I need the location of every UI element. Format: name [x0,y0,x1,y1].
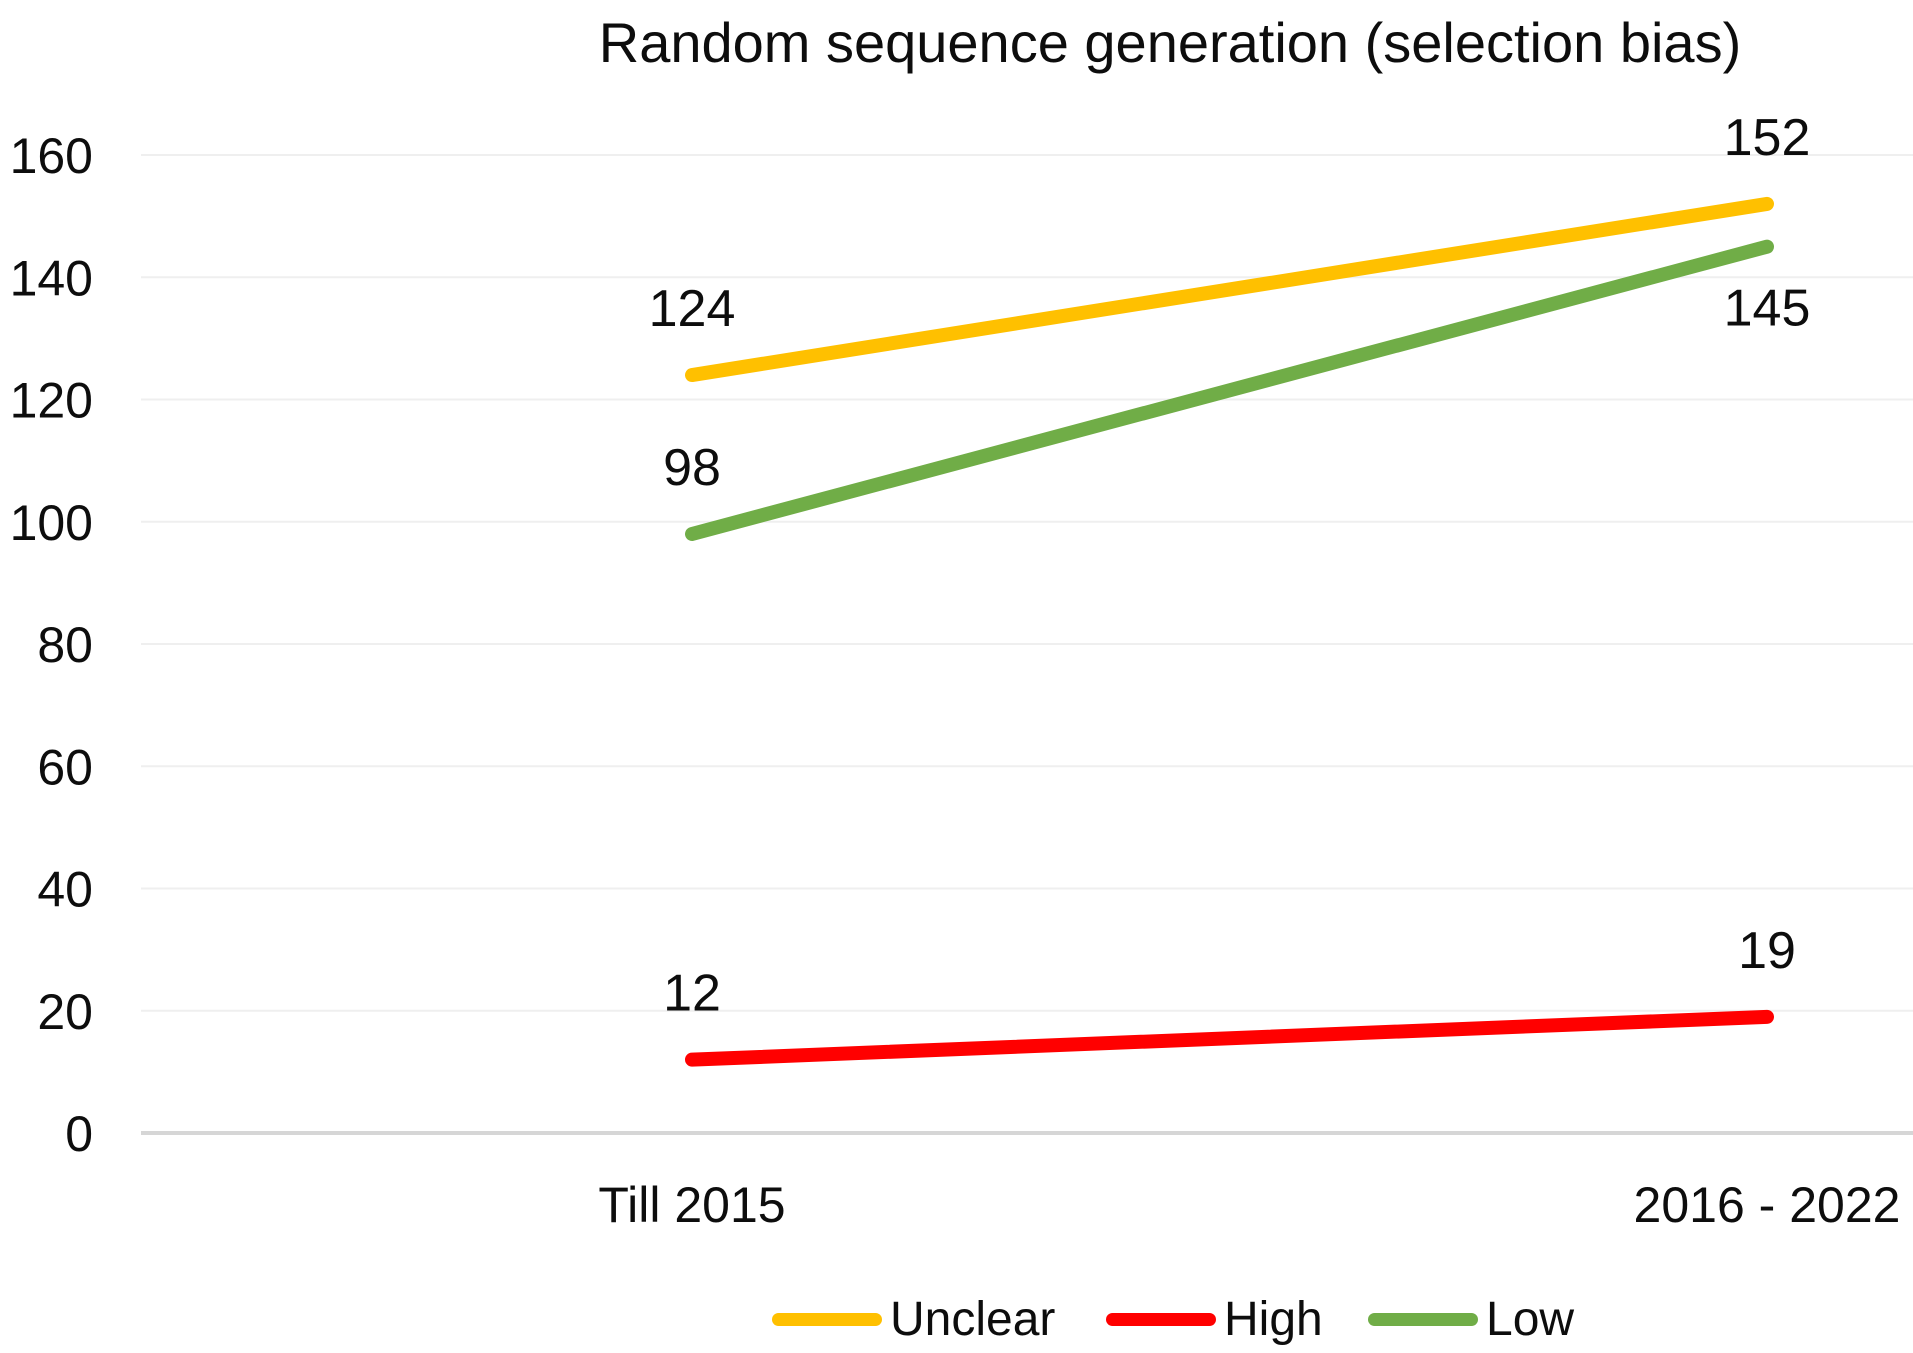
data-label-unclear-0: 124 [649,280,736,338]
data-label-high-1: 19 [1738,922,1796,980]
legend-label-high: High [1224,1293,1323,1346]
legend-swatch-low [1368,1313,1478,1326]
data-label-low-1: 145 [1724,280,1811,338]
y-tick-label: 80 [37,617,93,673]
x-axis-label-1: 2016 - 2022 [1634,1177,1901,1233]
x-axis-label-0: Till 2015 [598,1177,785,1233]
data-label-low-0: 98 [663,439,721,497]
series-line-low [685,239,1774,541]
legend: Unclear High Low [772,1293,1574,1346]
series-line-high [685,1009,1774,1067]
legend-swatch-high [1106,1313,1216,1326]
legend-label-low: Low [1486,1293,1574,1346]
x-axis-labels: Till 2015 2016 - 2022 [598,1177,1900,1233]
data-label-unclear-1: 152 [1724,109,1811,167]
y-axis-tick-labels: 0 20 40 60 80 100 120 140 160 [10,128,93,1162]
y-tick-label: 120 [10,373,93,429]
y-tick-label: 140 [10,250,93,306]
data-label-high-0: 12 [663,965,721,1023]
legend-label-unclear: Unclear [890,1293,1055,1346]
y-tick-label: 100 [10,495,93,551]
legend-swatch-unclear [772,1313,882,1326]
data-labels: 124 152 12 19 98 145 [649,109,1811,1023]
y-tick-label: 0 [65,1106,93,1162]
chart-title: Random sequence generation (selection bi… [599,11,1741,74]
series-lines [685,196,1774,1067]
y-tick-label: 160 [10,128,93,184]
series-line-unclear [685,196,1774,383]
y-tick-label: 60 [37,739,93,795]
gridlines [141,154,1913,1135]
y-tick-label: 40 [37,862,93,918]
y-tick-label: 20 [37,984,93,1040]
